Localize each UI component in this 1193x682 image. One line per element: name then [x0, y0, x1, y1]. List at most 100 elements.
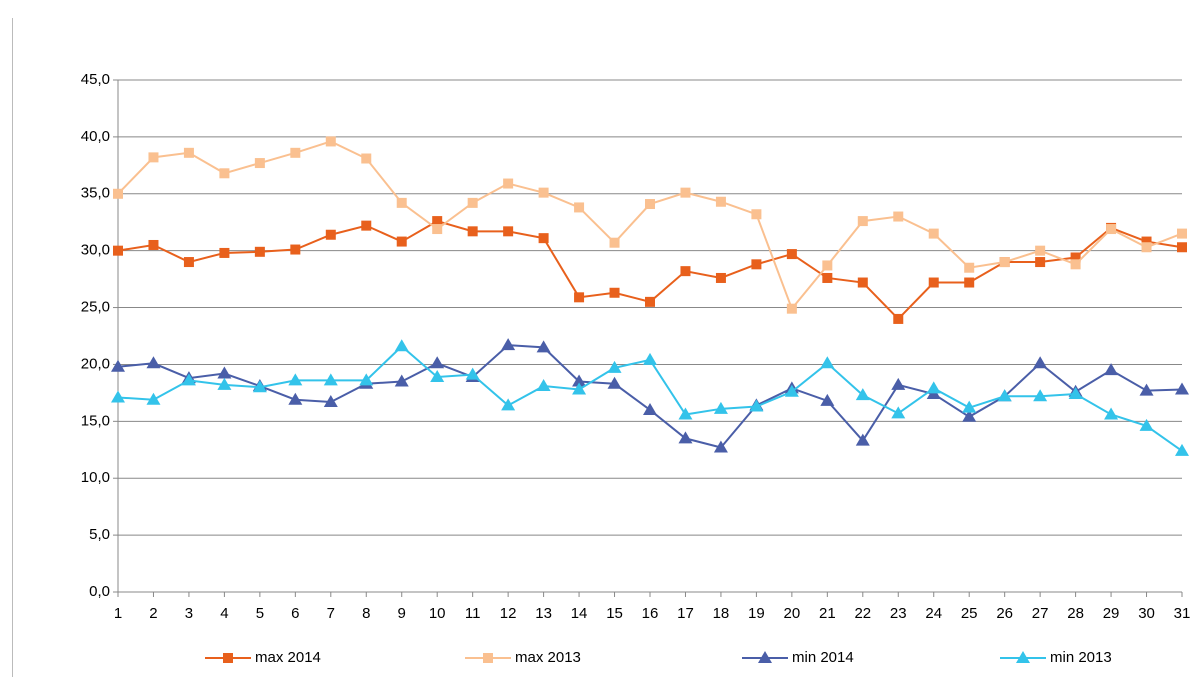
legend-label: min 2014	[792, 649, 854, 666]
marker	[964, 277, 975, 288]
marker	[148, 239, 159, 250]
x-tick-label: 1	[114, 605, 122, 622]
marker	[893, 313, 904, 324]
y-tick-label: 45,0	[81, 71, 110, 88]
x-tick-label: 27	[1032, 605, 1049, 622]
marker	[254, 246, 265, 257]
marker	[113, 188, 123, 199]
marker	[1175, 443, 1189, 456]
legend-label: min 2013	[1050, 649, 1112, 666]
x-tick-label: 19	[748, 605, 765, 622]
x-tick-label: 12	[500, 605, 517, 622]
marker	[962, 409, 977, 422]
marker	[1175, 382, 1189, 395]
marker	[1141, 236, 1152, 247]
marker	[643, 402, 657, 415]
y-tick-label: 5,0	[89, 526, 110, 543]
marker	[183, 147, 194, 158]
marker	[822, 260, 833, 271]
y-tick-label: 0,0	[89, 583, 110, 600]
marker	[323, 394, 338, 407]
marker	[396, 236, 407, 247]
marker	[749, 399, 764, 412]
marker	[394, 339, 409, 352]
marker	[609, 287, 620, 298]
marker	[784, 384, 799, 397]
marker	[645, 296, 655, 307]
marker	[361, 220, 372, 231]
x-tick-label: 21	[819, 605, 836, 622]
marker	[1033, 389, 1048, 402]
marker	[999, 257, 1010, 268]
marker	[572, 382, 587, 395]
marker	[217, 377, 232, 390]
marker	[645, 199, 655, 210]
x-tick-label: 7	[327, 605, 335, 622]
marker	[962, 400, 977, 413]
marker	[891, 377, 906, 390]
x-tick-label: 6	[291, 605, 299, 622]
marker	[146, 356, 161, 369]
marker	[1068, 387, 1083, 400]
marker	[538, 233, 549, 244]
marker	[715, 272, 726, 283]
legend-marker	[223, 653, 233, 663]
x-tick-label: 8	[362, 605, 370, 622]
marker	[290, 244, 301, 255]
x-tick-label: 25	[961, 605, 978, 622]
x-tick-label: 31	[1174, 605, 1191, 622]
marker	[893, 211, 904, 222]
marker	[323, 373, 338, 386]
marker	[574, 292, 585, 303]
marker	[1106, 224, 1117, 235]
x-tick-label: 2	[149, 605, 157, 622]
x-tick-label: 15	[606, 605, 623, 622]
marker	[501, 338, 516, 351]
y-tick-label: 20,0	[81, 355, 110, 372]
legend-label: max 2013	[515, 649, 581, 666]
marker	[607, 360, 622, 373]
marker	[1070, 252, 1081, 263]
x-tick-label: 10	[429, 605, 446, 622]
marker	[148, 152, 159, 163]
marker	[219, 168, 230, 179]
marker	[820, 356, 835, 369]
x-tick-label: 20	[784, 605, 801, 622]
y-tick-label: 30,0	[81, 242, 110, 259]
marker	[574, 202, 585, 213]
marker	[926, 381, 941, 394]
x-tick-label: 29	[1103, 605, 1120, 622]
marker	[501, 398, 516, 411]
marker	[183, 257, 194, 268]
marker	[1035, 257, 1046, 268]
marker	[713, 401, 728, 414]
marker	[325, 136, 336, 147]
y-tick-label: 35,0	[81, 185, 110, 202]
y-tick-label: 40,0	[81, 128, 110, 145]
marker	[113, 245, 123, 256]
x-tick-label: 26	[996, 605, 1013, 622]
marker	[1104, 407, 1119, 420]
marker	[432, 216, 443, 227]
x-tick-label: 17	[677, 605, 694, 622]
marker	[680, 266, 691, 277]
marker	[111, 390, 125, 403]
marker	[1141, 242, 1152, 253]
x-tick-label: 23	[890, 605, 907, 622]
marker	[252, 380, 267, 393]
marker	[680, 187, 691, 198]
x-tick-label: 24	[925, 605, 942, 622]
marker	[430, 356, 445, 369]
marker	[607, 376, 622, 389]
x-tick-label: 5	[256, 605, 264, 622]
marker	[503, 178, 514, 189]
marker	[891, 406, 906, 419]
marker	[536, 340, 551, 353]
x-tick-label: 4	[220, 605, 228, 622]
marker	[146, 392, 161, 405]
marker	[254, 158, 265, 169]
marker	[181, 373, 196, 386]
marker	[219, 247, 230, 258]
